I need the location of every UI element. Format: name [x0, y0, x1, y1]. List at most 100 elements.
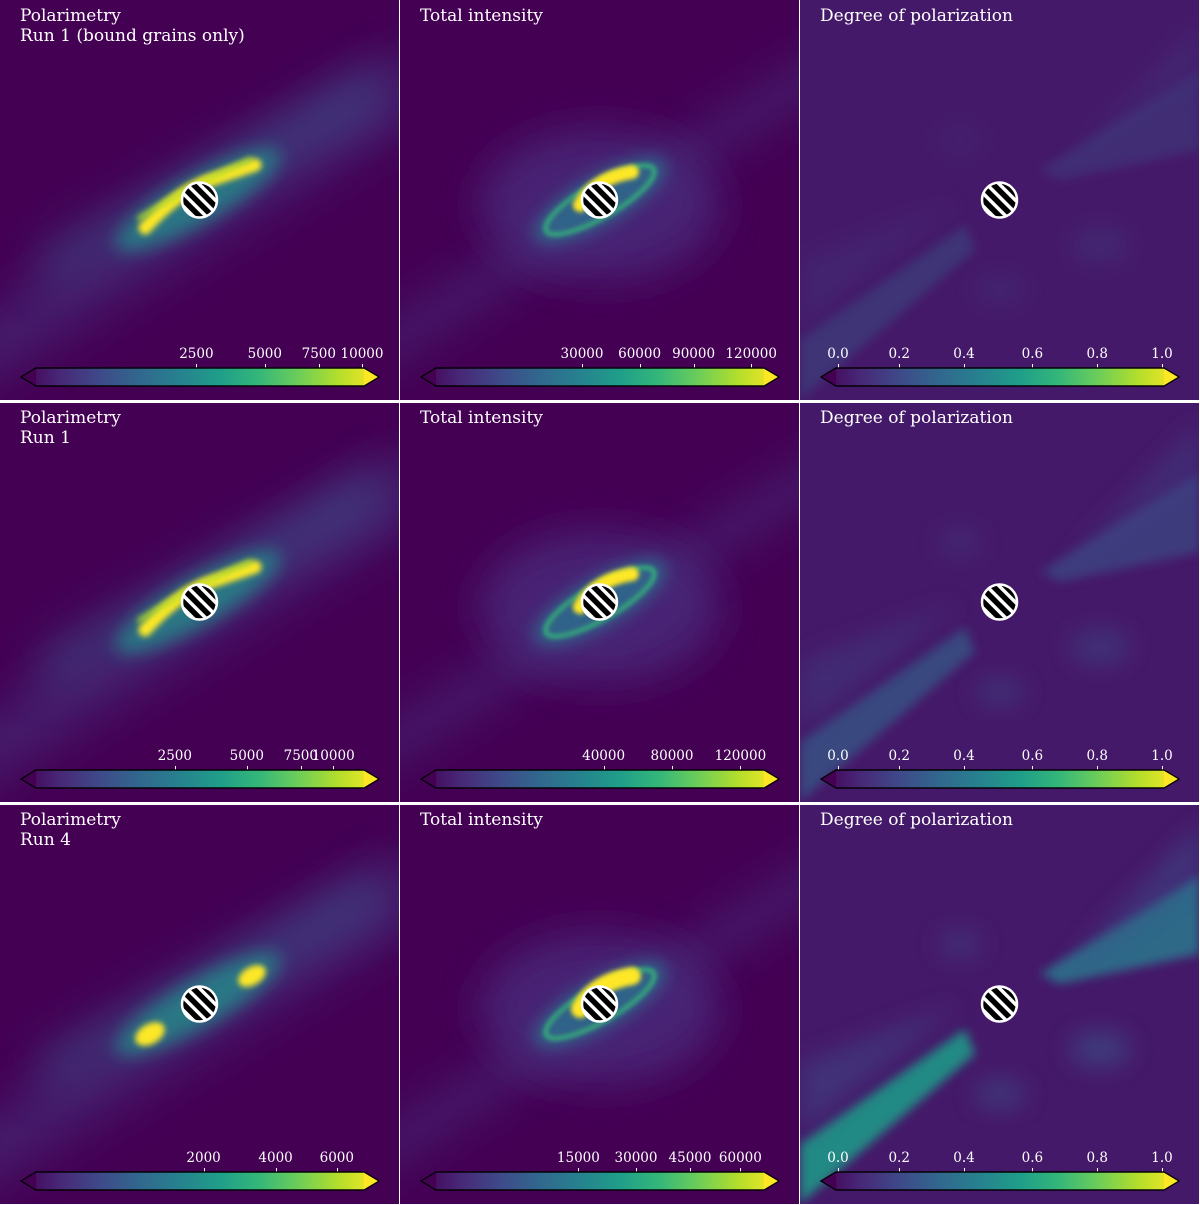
- panel-intensity-row2: Total intensity 40000 80000 120000: [400, 402, 799, 802]
- panel-title: Total intensity: [420, 408, 543, 428]
- panel-image: [400, 402, 799, 802]
- colorbar-tick-mark: [964, 1168, 965, 1173]
- hatched-circle-icon: [580, 985, 619, 1023]
- colorbar-ticks: 0.0 0.2 0.4 0.6 0.8 1.0: [800, 1150, 1199, 1173]
- panel-degree-row3: Degree of polarization 0.0 0.2 0.4 0.6 0.8 1.0: [800, 804, 1199, 1204]
- panel-title: Degree of polarization: [820, 6, 1013, 26]
- colorbar-tick-mark: [1097, 766, 1099, 771]
- colorbar-tick-label: 2500: [179, 346, 214, 362]
- colorbar-tick-mark: [318, 364, 320, 369]
- colorbar-tick-label: 60000: [718, 1150, 762, 1166]
- colorbar-tick-mark: [203, 1168, 205, 1173]
- colorbar-tick-label: 80000: [650, 748, 694, 764]
- colorbar-tick-label: 0.4: [953, 346, 975, 362]
- colorbar-tick-label: 0.4: [953, 1150, 975, 1166]
- colorbar-tick-mark: [362, 364, 363, 369]
- colorbar-tick-label: 0.8: [1086, 1150, 1108, 1166]
- hatched-circle-icon: [180, 583, 219, 621]
- colorbar-tick-mark: [275, 1168, 277, 1173]
- panel-title: Polarimetry Run 4: [20, 810, 121, 850]
- colorbar-tick-mark: [740, 1168, 742, 1173]
- panel-image: [0, 0, 399, 400]
- hatched-circle-icon: [180, 985, 219, 1023]
- colorbar-ticks: 30000 60000 90000 120000: [400, 346, 799, 369]
- row-separator: [0, 400, 1200, 403]
- colorbar-tick-label: 0.6: [1021, 748, 1044, 764]
- colorbar-tick-mark: [899, 364, 901, 369]
- colorbar-ticks: 0.0 0.2 0.4 0.6 0.8 1.0: [800, 346, 1199, 369]
- colorbar-tick-mark: [582, 364, 583, 369]
- colorbar-tick-mark: [264, 364, 266, 369]
- colorbar-tick-mark: [603, 766, 605, 771]
- colorbar-tick-label: 7500: [301, 346, 336, 362]
- colorbar: [20, 1171, 380, 1191]
- hatched-circle-icon: [980, 985, 1019, 1023]
- colorbar-tick-mark: [639, 364, 641, 369]
- colorbar-tick-label: 1.0: [1151, 748, 1173, 764]
- colorbar-tick-mark: [1162, 766, 1163, 771]
- colorbar-tick-label: 10000: [311, 748, 355, 764]
- colorbar-tick-mark: [174, 766, 176, 771]
- colorbar: [20, 367, 380, 387]
- colorbar-tick-mark: [964, 766, 965, 771]
- colorbar-tick-label: 40000: [582, 748, 626, 764]
- colorbar: [820, 1171, 1180, 1191]
- panel-title: Degree of polarization: [820, 810, 1013, 830]
- colorbar-tick-mark: [899, 1168, 901, 1173]
- colorbar-tick-label: 0.0: [827, 1150, 849, 1166]
- colorbar-tick-label: 120000: [714, 748, 767, 764]
- colorbar: [420, 1171, 780, 1191]
- colorbar-tick-label: 0.4: [953, 748, 975, 764]
- colorbar-tick-mark: [690, 1168, 691, 1173]
- colorbar-tick-mark: [1097, 364, 1099, 369]
- panel-intensity-row3: Total intensity 15000 30000 45000 60000: [400, 804, 799, 1204]
- colorbar-ticks: 2500 5000 7500 10000: [0, 748, 399, 771]
- colorbar-tick-label: 0.2: [888, 1150, 910, 1166]
- colorbar-tick-label: 0.2: [888, 748, 910, 764]
- panel-image: [400, 804, 799, 1204]
- colorbar-tick-mark: [838, 766, 839, 771]
- colorbar-tick-label: 7500: [283, 748, 318, 764]
- colorbar-tick-mark: [964, 364, 965, 369]
- colorbar-tick-label: 30000: [614, 1150, 658, 1166]
- column-separator: [799, 0, 800, 1205]
- colorbar-tick-mark: [1162, 364, 1163, 369]
- colorbar-tick-label: 0.6: [1021, 346, 1044, 362]
- colorbar-tick-mark: [336, 1168, 338, 1173]
- panel-title: Total intensity: [420, 810, 543, 830]
- colorbar: [420, 769, 780, 789]
- panel-degree-row2: Degree of polarization 0.0 0.2 0.4 0.6 0.8 1.0: [800, 402, 1199, 802]
- colorbar: [420, 367, 780, 387]
- colorbar-tick-label: 0.0: [827, 748, 849, 764]
- colorbar-tick-label: 120000: [725, 346, 777, 362]
- degree-map: [800, 402, 1199, 802]
- colorbar-tick-label: 15000: [556, 1150, 600, 1166]
- hatched-circle-icon: [580, 181, 619, 219]
- colorbar-tick-mark: [196, 364, 198, 369]
- colorbar-tick-mark: [751, 364, 753, 369]
- colorbar-tick-label: 0.2: [888, 346, 910, 362]
- hatched-circle-icon: [180, 181, 219, 219]
- colorbar: [820, 769, 1180, 789]
- panel-title: Polarimetry Run 1 (bound grains only): [20, 6, 245, 46]
- row-separator: [0, 802, 1200, 805]
- colorbar-tick-label: 0.8: [1086, 346, 1108, 362]
- colorbar-tick-mark: [838, 1168, 839, 1173]
- panel-image: [0, 402, 399, 802]
- colorbar: [820, 367, 1180, 387]
- colorbar-tick-label: 4000: [258, 1150, 293, 1166]
- colorbar-ticks: 15000 30000 45000 60000: [400, 1150, 799, 1173]
- panel-degree-row1: Degree of polarization 0.0 0.2 0.4 0.6 0.8 1.0: [800, 0, 1199, 400]
- colorbar-tick-label: 2500: [157, 748, 192, 764]
- colorbar-ticks: 2500 5000 7500 10000: [0, 346, 399, 369]
- colorbar-tick-label: 0.0: [827, 346, 849, 362]
- colorbar-tick-mark: [636, 1168, 637, 1173]
- hatched-circle-icon: [980, 583, 1019, 621]
- panel-intensity-row1: Total intensity 30000 60000 90000 120000: [400, 0, 799, 400]
- colorbar-tick-label: 30000: [560, 346, 604, 362]
- panel-image: [800, 804, 1199, 1204]
- colorbar-tick-mark: [838, 364, 839, 369]
- colorbar-tick-label: 0.6: [1021, 1150, 1044, 1166]
- colorbar-tick-mark: [1032, 766, 1034, 771]
